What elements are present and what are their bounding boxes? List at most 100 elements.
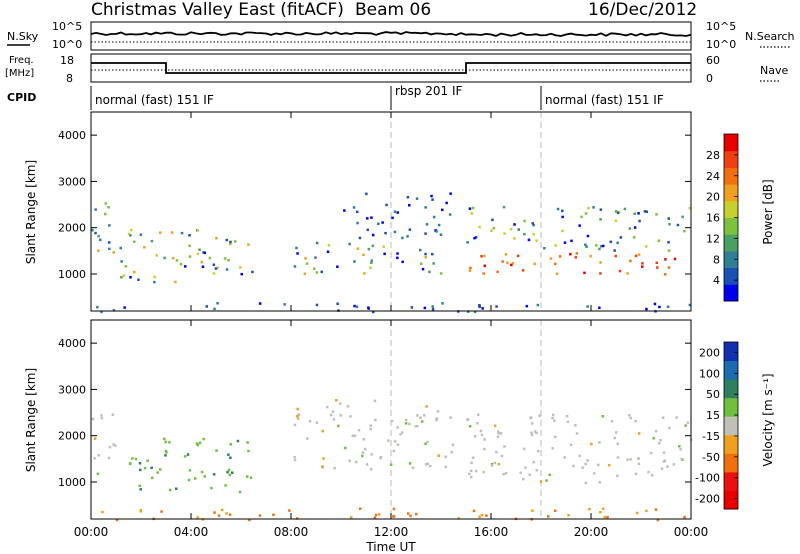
power-cell — [668, 223, 671, 226]
power-cell — [554, 244, 557, 247]
power-cell — [655, 261, 658, 264]
power-cell — [471, 206, 475, 210]
freq-label: Freq. — [9, 55, 34, 66]
velocity-cell — [217, 514, 221, 517]
velocity-cell — [100, 414, 103, 417]
velocity-cell — [407, 512, 410, 515]
power-cell — [247, 243, 250, 246]
power-cell — [370, 259, 373, 262]
power-cell — [391, 216, 394, 220]
velocity-cell — [531, 509, 534, 512]
power-cell — [449, 192, 452, 195]
velocity-cell — [329, 413, 333, 417]
power-cell — [570, 239, 573, 243]
power-cell — [632, 236, 636, 239]
power-cell — [358, 236, 362, 240]
power-cell — [295, 246, 298, 250]
velocity-cell — [490, 464, 494, 467]
velocity-cell — [479, 429, 483, 433]
velocity-cell — [393, 440, 397, 443]
power-cell — [196, 229, 200, 232]
velocity-cell — [414, 425, 418, 428]
velocity-cell — [238, 490, 242, 494]
colorbar-segment — [724, 217, 738, 235]
colorbar-segment — [724, 342, 738, 362]
power-cell — [201, 265, 205, 268]
power-cell — [536, 303, 540, 307]
power-cell — [441, 208, 444, 212]
velocity-cell — [480, 433, 484, 437]
velocity-cell — [657, 442, 661, 445]
colorbar-segment — [724, 184, 738, 202]
power-cell — [558, 255, 562, 258]
velocity-cell — [378, 513, 381, 516]
velocity-cell — [500, 454, 504, 458]
power-cell — [574, 256, 578, 259]
power-cell — [415, 197, 419, 200]
power-cell — [490, 229, 493, 232]
velocity-cell — [332, 418, 336, 421]
power-cell — [327, 244, 331, 247]
velocity-cell — [675, 416, 678, 419]
power-cell — [107, 206, 110, 209]
velocity-cell — [399, 433, 402, 436]
power-cell — [240, 272, 243, 276]
velocity-cell — [684, 424, 687, 427]
y-tick-label: 4000 — [58, 337, 86, 350]
cpid-segment-3: normal (fast) 151 IF — [545, 93, 664, 107]
colorbar-tick-label: 20 — [706, 191, 720, 204]
colorbar-tick-label: 8 — [713, 253, 720, 266]
velocity-cell — [247, 449, 250, 453]
power-cell — [129, 234, 132, 237]
velocity-cell — [350, 516, 353, 519]
velocity-cell — [168, 488, 172, 492]
power-cell — [150, 239, 154, 243]
velocity-cell — [339, 414, 342, 417]
velocity-cell — [629, 458, 632, 461]
power-cell — [396, 211, 399, 214]
velocity-cell — [200, 470, 204, 474]
power-cell — [584, 212, 588, 215]
velocity-cell — [112, 443, 115, 446]
power-cell — [583, 271, 586, 275]
velocity-cell — [198, 441, 202, 444]
velocity-cell — [374, 513, 378, 517]
power-cell — [586, 305, 589, 308]
velocity-cell — [156, 471, 159, 474]
power-cell — [420, 262, 423, 265]
power-cell — [216, 302, 219, 305]
velocity-cell — [474, 469, 478, 473]
power-cell — [356, 210, 359, 214]
power-cell — [428, 270, 431, 274]
power-cell — [656, 266, 659, 269]
power-cell — [628, 227, 632, 230]
power-cell — [532, 233, 535, 236]
velocity-cell — [396, 426, 399, 429]
velocity-cell — [416, 414, 419, 417]
power-cell — [348, 242, 351, 246]
colorbar-tick-label: 12 — [706, 232, 720, 245]
velocity-cell — [184, 455, 187, 458]
velocity-cell — [160, 510, 163, 513]
power-cell — [466, 241, 469, 244]
velocity-cell — [396, 443, 400, 446]
velocity-cell — [426, 462, 430, 465]
velocity-cell — [533, 430, 537, 433]
velocity-cell — [616, 474, 619, 478]
power-cell — [383, 252, 386, 256]
velocity-cell — [215, 449, 218, 452]
power-cell — [100, 310, 103, 314]
power-cell — [129, 276, 132, 279]
velocity-cell — [404, 422, 408, 425]
power-cell — [509, 227, 513, 231]
power-cell — [527, 238, 531, 242]
power-cell — [326, 250, 330, 253]
velocity-cell — [572, 464, 575, 468]
velocity-cell — [535, 431, 538, 435]
freq-unit-label: [MHz] — [5, 68, 34, 79]
power-cell — [634, 254, 638, 258]
power-cell — [681, 215, 684, 219]
power-cell — [382, 245, 385, 248]
velocity-cell — [365, 463, 369, 466]
velocity-cell — [683, 515, 686, 519]
